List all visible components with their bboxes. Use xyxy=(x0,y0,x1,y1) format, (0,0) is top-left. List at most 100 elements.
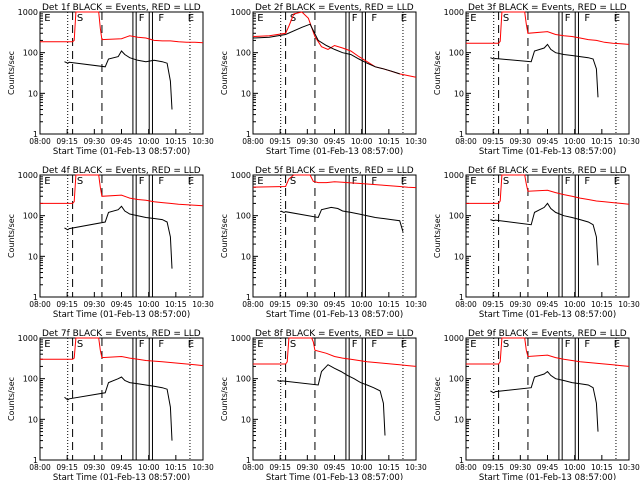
series-line-lld xyxy=(253,337,417,367)
series-line-events xyxy=(64,50,173,110)
x-tick-label: 09:15 xyxy=(269,137,291,146)
event-marker-label: E xyxy=(470,13,476,24)
event-marker-label: E xyxy=(614,13,620,24)
x-tick-label: 08:00 xyxy=(455,137,477,146)
event-marker-label: F xyxy=(158,339,164,350)
event-marker-label: E xyxy=(44,339,50,350)
plot-frame xyxy=(465,11,630,135)
event-marker-label: S xyxy=(503,339,509,350)
chart-panel-7: Det 7f BLACK = Events, RED = LLD 1 10 100 10… xyxy=(7,329,214,480)
y-tick-label: 100 xyxy=(449,49,464,58)
y-tick-label: 1000 xyxy=(231,171,251,180)
x-tick-label: 09:45 xyxy=(324,463,346,472)
chart-panel-1: Det 1f BLACK = Events, RED = LLD 1 10 100 10… xyxy=(7,3,214,157)
x-tick-label: 09:15 xyxy=(56,463,78,472)
x-tick-label: 09:30 xyxy=(297,300,319,309)
y-tick-label: 10 xyxy=(241,415,251,424)
y-tick-label: 1000 xyxy=(18,8,38,17)
x-tick-label: 09:30 xyxy=(510,137,532,146)
event-marker-label: F xyxy=(352,176,358,187)
x-tick-label: 08:00 xyxy=(29,463,51,472)
x-axis-label: Start Time (01-Feb-13 08:57:00) xyxy=(53,310,190,320)
series-line-lld xyxy=(466,174,630,205)
x-axis-label: Start Time (01-Feb-13 08:57:00) xyxy=(266,310,403,320)
event-marker-label: F xyxy=(584,176,590,187)
series-line-events xyxy=(490,370,599,432)
series-line-lld xyxy=(40,337,204,367)
x-axis-label: Start Time (01-Feb-13 08:57:00) xyxy=(53,147,190,157)
event-marker-label: S xyxy=(290,176,296,187)
x-tick-label: 10:15 xyxy=(378,463,400,472)
y-tick-label: 1000 xyxy=(444,334,464,343)
plot-frame xyxy=(39,174,204,298)
x-tick-label: 09:30 xyxy=(510,463,532,472)
chart-panel-6: Det 6f BLACK = Events, RED = LLD 1 10 100 10… xyxy=(433,166,640,320)
y-tick-label: 1 xyxy=(33,130,38,139)
x-tick-label: 10:30 xyxy=(192,137,214,146)
x-tick-label: 08:00 xyxy=(29,137,51,146)
event-marker-label: F xyxy=(584,339,590,350)
event-marker-label: F xyxy=(565,339,571,350)
x-axis-label: Start Time (01-Feb-13 08:57:00) xyxy=(479,473,616,480)
series-line-events xyxy=(64,376,173,441)
event-marker-label: F xyxy=(352,339,358,350)
y-tick-label: 10 xyxy=(28,415,38,424)
x-tick-label: 10:15 xyxy=(591,300,613,309)
y-tick-label: 1 xyxy=(246,293,251,302)
x-axis-label: Start Time (01-Feb-13 08:57:00) xyxy=(479,310,616,320)
event-marker-label: F xyxy=(139,176,145,187)
y-tick-label: 1 xyxy=(459,456,464,465)
x-tick-label: 08:00 xyxy=(242,137,264,146)
x-tick-label: 10:15 xyxy=(165,463,187,472)
series-line-lld xyxy=(466,337,630,367)
event-marker-label: F xyxy=(158,176,164,187)
event-marker-label: F xyxy=(565,13,571,24)
y-tick-label: 10 xyxy=(454,415,464,424)
y-axis-label: Counts/sec xyxy=(433,214,442,258)
series-line-events xyxy=(277,364,386,436)
y-tick-label: 1 xyxy=(459,293,464,302)
x-tick-label: 10:15 xyxy=(165,137,187,146)
x-tick-label: 09:45 xyxy=(537,137,559,146)
event-marker-label: F xyxy=(371,339,377,350)
chart-title: Det 6f BLACK = Events, RED = LLD xyxy=(468,166,627,176)
chart-panel-8: Det 8f BLACK = Events, RED = LLD 1 10 100 10… xyxy=(220,329,427,480)
chart-panel-5: Det 5f BLACK = Events, RED = LLD 1 10 100 10… xyxy=(220,166,427,320)
x-tick-label: 10:00 xyxy=(351,137,373,146)
y-tick-label: 1000 xyxy=(444,8,464,17)
y-tick-label: 1 xyxy=(33,293,38,302)
chart-title: Det 9f BLACK = Events, RED = LLD xyxy=(468,329,627,339)
plot-frame xyxy=(252,174,417,298)
x-tick-label: 10:30 xyxy=(192,300,214,309)
x-tick-label: 09:15 xyxy=(56,300,78,309)
chart-panel-2: Det 2f BLACK = Events, RED = LLD 1 10 100 10… xyxy=(220,3,427,157)
event-marker-label: E xyxy=(257,339,263,350)
event-marker-label: E xyxy=(401,339,407,350)
x-tick-label: 10:00 xyxy=(138,463,160,472)
series-line-events xyxy=(252,23,400,75)
y-tick-label: 10 xyxy=(28,252,38,261)
y-tick-label: 100 xyxy=(23,375,38,384)
y-tick-label: 1000 xyxy=(231,8,251,17)
x-tick-label: 09:30 xyxy=(297,137,319,146)
y-axis-label: Counts/sec xyxy=(433,377,442,421)
event-marker-label: S xyxy=(77,13,83,24)
event-marker-label: F xyxy=(584,13,590,24)
x-tick-label: 10:00 xyxy=(564,463,586,472)
x-tick-label: 10:15 xyxy=(378,300,400,309)
x-tick-label: 09:45 xyxy=(537,300,559,309)
event-marker-label: S xyxy=(77,176,83,187)
x-tick-label: 10:00 xyxy=(564,300,586,309)
y-tick-label: 1000 xyxy=(231,334,251,343)
x-tick-label: 09:15 xyxy=(482,463,504,472)
event-marker-label: S xyxy=(503,176,509,187)
x-tick-label: 10:30 xyxy=(405,137,427,146)
x-tick-label: 08:00 xyxy=(455,300,477,309)
x-tick-label: 09:30 xyxy=(510,300,532,309)
x-tick-label: 09:30 xyxy=(84,137,106,146)
series-line-lld xyxy=(40,174,204,207)
series-line-lld xyxy=(40,11,204,44)
series-line-lld xyxy=(252,11,417,78)
y-tick-label: 1 xyxy=(459,130,464,139)
y-tick-label: 100 xyxy=(449,375,464,384)
